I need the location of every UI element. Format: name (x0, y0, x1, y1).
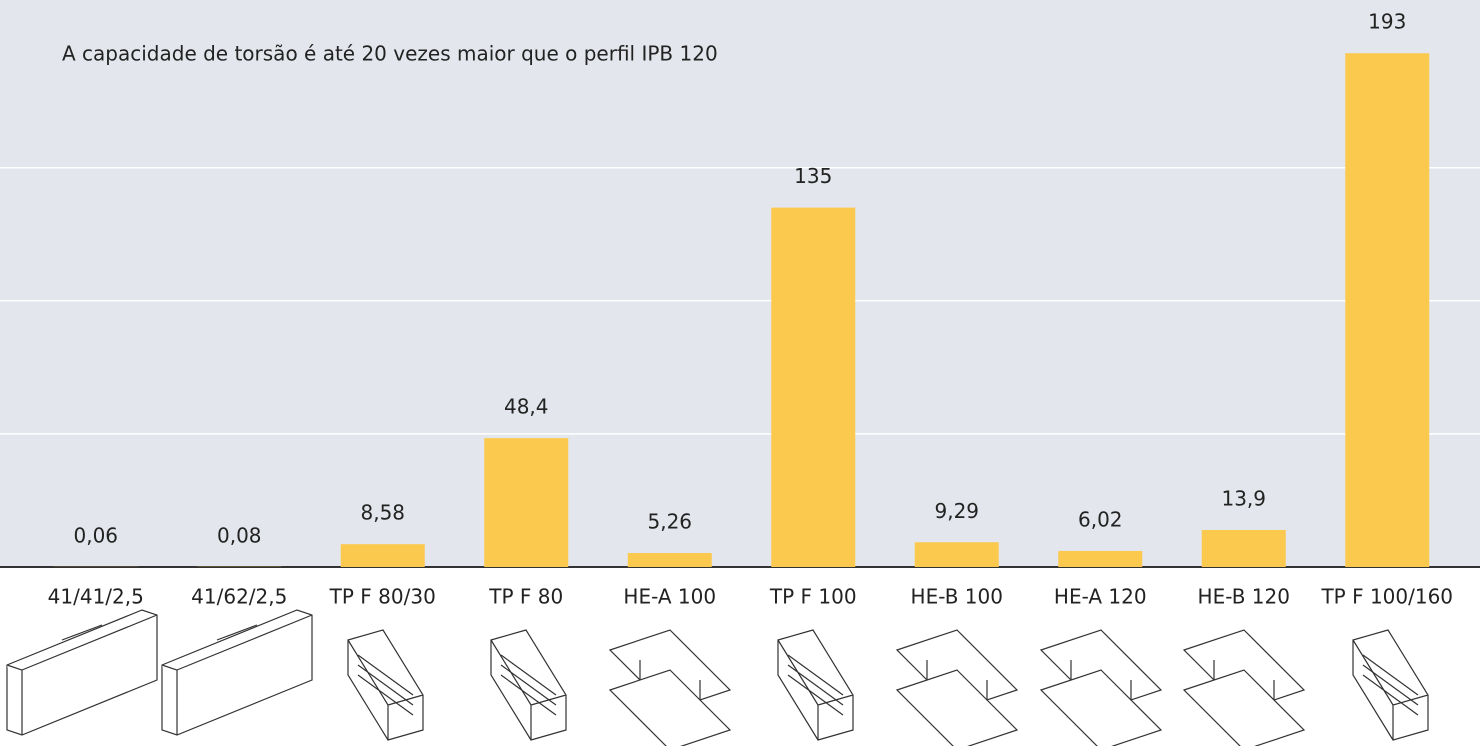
plot-background (0, 0, 1480, 567)
bar (1058, 550, 1143, 567)
bar (340, 544, 425, 567)
x-tick-label: 41/62/2,5 (191, 585, 287, 609)
profile-icon (490, 629, 567, 741)
profile-icon (896, 629, 1018, 746)
value-label: 8,58 (360, 501, 405, 525)
x-tick-label: TP F 100 (769, 585, 857, 609)
value-label: 9,29 (934, 499, 979, 523)
value-label: 193 (1368, 10, 1406, 34)
profile-icon (777, 629, 854, 741)
value-label: 6,02 (1078, 507, 1123, 531)
profile-icon (1183, 629, 1305, 746)
x-tick-label: HE-A 120 (1054, 585, 1147, 609)
chart-title: A capacidade de torsão é até 20 vezes ma… (62, 42, 718, 66)
x-tick-label: HE-A 100 (623, 585, 716, 609)
value-label: 135 (794, 164, 832, 188)
x-tick-label: 41/41/2,5 (48, 585, 144, 609)
profile-icon (1352, 629, 1429, 741)
profile-icon (161, 609, 313, 736)
bar (1201, 529, 1286, 567)
value-label: 48,4 (504, 395, 549, 419)
x-tick-label: HE-B 100 (911, 585, 1003, 609)
bar (914, 542, 999, 567)
bar (627, 552, 712, 567)
bar (484, 438, 569, 567)
bar (771, 207, 856, 568)
value-label: 0,06 (73, 523, 118, 547)
value-label: 0,08 (217, 523, 262, 547)
x-tick-label: TP F 100/160 (1320, 585, 1453, 609)
value-label: 5,26 (647, 509, 692, 533)
x-tick-label: TP F 80 (488, 585, 563, 609)
profile-icon (347, 629, 424, 741)
x-tick-label: HE-B 120 (1198, 585, 1290, 609)
profile-icon (609, 629, 731, 746)
value-label: 13,9 (1221, 486, 1266, 510)
profile-icon (1040, 629, 1162, 746)
x-tick-label: TP F 80/30 (329, 585, 436, 609)
profile-icon (6, 609, 158, 736)
bar (1345, 53, 1430, 567)
